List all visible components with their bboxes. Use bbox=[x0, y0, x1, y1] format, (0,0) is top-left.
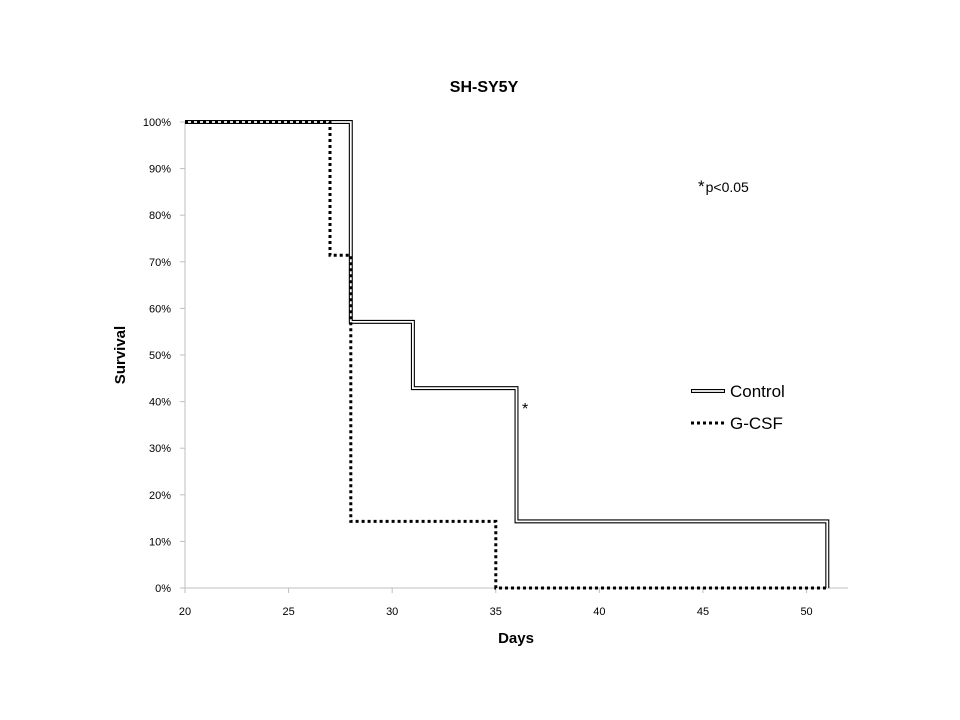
y-tick-label: 80% bbox=[149, 210, 171, 222]
x-axis-title: Days bbox=[498, 630, 534, 647]
y-axis-title: Survival bbox=[112, 326, 129, 384]
x-tick-label: 30 bbox=[386, 606, 398, 618]
x-axis: 20 25 30 35 40 45 50 bbox=[179, 588, 813, 618]
x-tick-label: 50 bbox=[800, 606, 812, 618]
significance-note: *p<0.05 bbox=[698, 177, 749, 196]
significance-note-star: * bbox=[698, 177, 705, 196]
y-tick-label: 10% bbox=[149, 536, 171, 548]
series-line-g-csf bbox=[185, 120, 828, 590]
x-tick-label: 45 bbox=[697, 606, 709, 618]
y-axis: 0% 10% 20% 30% 40% 50% 60% 70% 80% 90% 100% bbox=[143, 117, 185, 595]
legend-label-g-csf: G-CSF bbox=[730, 414, 783, 433]
x-tick-label: 20 bbox=[179, 606, 191, 618]
y-tick-label: 30% bbox=[149, 443, 171, 455]
legend: Control G-CSF bbox=[691, 382, 785, 433]
x-tick-label: 35 bbox=[490, 606, 502, 618]
y-tick-label: 20% bbox=[149, 490, 171, 502]
legend-label-control: Control bbox=[730, 382, 785, 401]
y-tick-label: 50% bbox=[149, 350, 171, 362]
series-layer bbox=[185, 120, 830, 590]
x-tick-label: 25 bbox=[282, 606, 294, 618]
chart-title: SH-SY5Y bbox=[450, 79, 519, 96]
significance-note-text: p<0.05 bbox=[706, 179, 749, 195]
y-tick-label: 60% bbox=[149, 303, 171, 315]
y-tick-label: 100% bbox=[143, 117, 171, 129]
y-tick-label: 0% bbox=[155, 583, 171, 595]
y-tick-label: 70% bbox=[149, 257, 171, 269]
y-tick-label: 90% bbox=[149, 164, 171, 176]
x-tick-label: 40 bbox=[593, 606, 605, 618]
y-tick-label: 40% bbox=[149, 397, 171, 409]
significance-marker: * bbox=[522, 401, 528, 418]
series-line-inner-control bbox=[185, 121, 829, 588]
